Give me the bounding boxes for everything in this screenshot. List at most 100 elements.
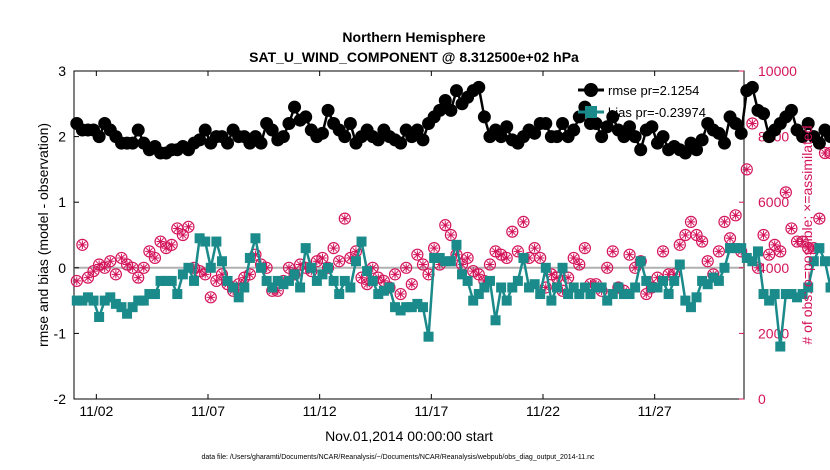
bias-point xyxy=(88,295,99,306)
rmse-point xyxy=(595,130,609,144)
obs-possible-point xyxy=(763,248,776,261)
bias-point xyxy=(144,289,155,300)
y-right-tick-label: 6000 xyxy=(758,194,789,210)
rmse-point xyxy=(623,120,637,134)
bias-point xyxy=(222,275,233,286)
bias-point xyxy=(685,302,696,313)
bias-point xyxy=(239,282,250,293)
rmse-point xyxy=(131,123,145,137)
bias-point xyxy=(445,256,456,267)
rmse-point xyxy=(784,103,798,117)
bias-point xyxy=(792,292,803,303)
obs-assimilated-point xyxy=(139,263,148,272)
bias-point xyxy=(496,282,507,293)
bias-point xyxy=(518,252,529,263)
footnote: data file: /Users/gharamti/Documents/NCA… xyxy=(201,454,595,461)
obs-assimilated-point xyxy=(379,276,389,286)
bias-point xyxy=(725,243,736,254)
rmse-point xyxy=(477,110,491,124)
rmse-point xyxy=(600,120,614,134)
bias-point xyxy=(803,282,814,293)
bias-point xyxy=(512,275,523,286)
obs-possible-point xyxy=(338,212,351,225)
obs-assimilated-point xyxy=(608,247,617,256)
y-right-tick-label: 10000 xyxy=(758,63,797,79)
bias-point xyxy=(618,289,629,300)
x-tick-label: 11/07 xyxy=(191,403,225,419)
rmse-point xyxy=(265,123,279,137)
bias-point xyxy=(758,289,769,300)
rmse-point xyxy=(824,130,830,144)
obs-assimilated-point xyxy=(474,270,483,279)
rmse-point xyxy=(276,130,290,144)
bias-point xyxy=(674,259,685,270)
obs-assimilated-point xyxy=(340,214,349,223)
obs-assimilated-point xyxy=(703,257,712,266)
obs-possible-point xyxy=(104,255,117,268)
obs-assimilated-point xyxy=(295,260,305,269)
obs-possible-point xyxy=(656,245,670,258)
bias-point xyxy=(602,295,613,306)
obs-assimilated-point xyxy=(418,260,428,269)
y-right-tick-label: 4000 xyxy=(758,260,789,276)
y-axis-label: rmse and bias (model - observation) xyxy=(35,123,51,347)
obs-assimilated-point xyxy=(586,280,595,289)
obs-assimilated-point xyxy=(195,266,204,276)
bias-point xyxy=(244,252,255,263)
obs-assimilated-point xyxy=(496,250,506,259)
obs-assimilated-point xyxy=(697,237,707,246)
obs-assimilated-point xyxy=(519,217,528,227)
obs-assimilated-point xyxy=(156,237,165,246)
bias-point xyxy=(256,262,267,273)
rmse-point xyxy=(126,136,140,150)
obs-assimilated-point xyxy=(368,263,377,272)
rmse-point xyxy=(198,123,212,137)
obs-possible-point xyxy=(132,271,145,284)
rmse-point xyxy=(550,130,564,144)
rmse-point xyxy=(678,146,692,160)
obs-possible-point xyxy=(746,117,759,130)
bias-point xyxy=(412,298,423,309)
bias-point xyxy=(473,289,484,300)
bias-point xyxy=(94,312,105,322)
bias-point xyxy=(607,289,618,300)
obs-assimilated-point xyxy=(100,263,109,272)
obs-possible-point xyxy=(511,245,524,258)
bias-point xyxy=(205,262,216,273)
obs-possible-point xyxy=(534,251,547,265)
obs-assimilated-point xyxy=(351,247,361,256)
bias-point xyxy=(334,289,345,300)
obs-assimilated-point xyxy=(630,263,640,272)
rmse-point xyxy=(812,136,826,150)
rmse-point xyxy=(628,130,642,144)
bias-point xyxy=(563,289,574,300)
obs-assimilated-point xyxy=(686,217,696,227)
y-tick-label: 0 xyxy=(58,260,66,276)
obs-assimilated-point xyxy=(720,217,729,227)
obs-possible-point xyxy=(818,146,830,160)
bias-point xyxy=(719,262,730,273)
bias-point xyxy=(585,289,596,300)
obs-assimilated-point xyxy=(463,253,472,263)
obs-assimilated-point xyxy=(407,280,416,289)
rmse-point xyxy=(729,116,743,130)
plot-frame xyxy=(73,70,745,400)
obs-possible-point xyxy=(740,163,753,176)
obs-assimilated-point xyxy=(508,227,517,236)
obs-possible-point xyxy=(400,261,413,274)
obs-assimilated-point xyxy=(150,253,160,263)
obs-possible-point xyxy=(411,248,424,261)
obs-assimilated-point xyxy=(83,273,93,282)
bias-point xyxy=(451,239,462,250)
obs-assimilated-point xyxy=(346,253,355,263)
obs-assimilated-point xyxy=(681,230,690,240)
obs-possible-point xyxy=(578,242,591,255)
bias-point xyxy=(323,262,334,273)
obs-assimilated-point xyxy=(111,270,121,279)
bias-point xyxy=(624,289,635,300)
obs-assimilated-point xyxy=(106,257,115,266)
bias-point xyxy=(630,282,641,293)
obs-assimilated-point xyxy=(491,247,500,256)
obs-assimilated-point xyxy=(424,270,433,279)
